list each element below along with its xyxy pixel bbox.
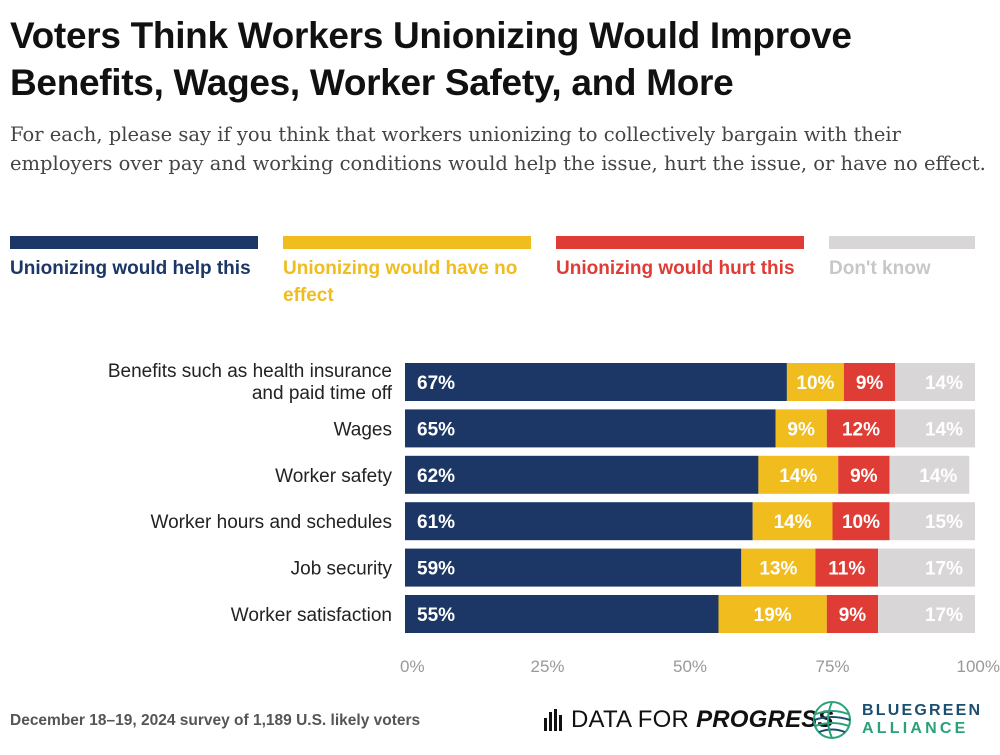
bar-unionizing-would-help-this-wages (405, 409, 776, 448)
dfp-logo-text: DATA FOR (571, 706, 690, 733)
legend-item-help: Unionizing would help this (10, 236, 258, 282)
data-label-don-t-know-benefits-such-as-health-insurance-and-paid-time-off: 14% (925, 373, 963, 394)
data-label-unionizing-would-hurt-this-worker-safety: 9% (850, 466, 878, 487)
category-label-worker-satisfaction: Worker satisfaction (231, 605, 392, 626)
bar-unionizing-would-have-no-effect-worker-safety (758, 455, 839, 494)
legend-swatch-hurt (556, 236, 804, 249)
bar-don-t-know-worker-hours-and-schedules (889, 502, 975, 541)
data-label-unionizing-would-hurt-this-worker-hours-and-schedules: 10% (842, 512, 880, 533)
data-label-unionizing-would-help-this-job-security: 59% (417, 559, 455, 580)
legend-swatch-help (10, 236, 258, 249)
data-label-unionizing-would-help-this-worker-hours-and-schedules: 61% (417, 512, 455, 533)
stacked-bar-chart: Benefits such as health insurance and pai… (108, 361, 1000, 676)
data-for-progress-logo: DATA FOR PROGRESS (543, 706, 834, 734)
bar-unionizing-would-help-this-job-security (405, 548, 742, 587)
globe-icon (813, 701, 851, 739)
legend-item-dont-know: Don't know (829, 236, 975, 282)
legend-item-no-effect: Unionizing would have no effect (283, 236, 531, 309)
data-label-don-t-know-worker-hours-and-schedules: 15% (925, 512, 963, 533)
bar-unionizing-would-hurt-this-job-security (815, 548, 879, 587)
category-label-worker-hours-and-schedules: Worker hours and schedules (151, 512, 393, 533)
category-label-worker-safety: Worker safety (275, 466, 392, 487)
legend-swatch-no-effect (283, 236, 531, 249)
legend-item-hurt: Unionizing would hurt this (556, 236, 804, 282)
bar-unionizing-would-hurt-this-benefits-such-as-health-insurance-and-paid-time-off (843, 363, 896, 401)
data-label-unionizing-would-have-no-effect-worker-satisfaction: 19% (754, 605, 792, 626)
data-label-unionizing-would-hurt-this-benefits-such-as-health-insurance-and-paid-time-off: 9% (856, 373, 884, 394)
bar-unionizing-would-help-this-worker-satisfaction (405, 595, 719, 633)
bar-unionizing-would-hurt-this-wages (826, 409, 896, 448)
legend-label-hurt: Unionizing would hurt this (556, 258, 795, 279)
data-label-don-t-know-job-security: 17% (925, 559, 963, 580)
data-label-unionizing-would-help-this-worker-satisfaction: 55% (417, 605, 455, 626)
data-label-unionizing-would-have-no-effect-benefits-such-as-health-insurance-and-paid-time-off: 10% (796, 373, 834, 394)
x-tick-label-100: 100% (957, 657, 1000, 676)
data-label-don-t-know-worker-satisfaction: 17% (925, 605, 963, 626)
category-label-wages: Wages (334, 419, 392, 440)
bga-logo-line2: ALLIANCE (862, 720, 969, 737)
legend-label-no-effect: Unionizing would have no effect (283, 258, 518, 306)
bar-unionizing-would-help-this-benefits-such-as-health-insurance-and-paid-time-off (405, 363, 787, 401)
bar-unionizing-would-help-this-worker-safety (405, 455, 759, 494)
bar-unionizing-would-have-no-effect-job-security (741, 548, 816, 587)
bar-unionizing-would-have-no-effect-worker-satisfaction (718, 595, 827, 633)
bar-unionizing-would-have-no-effect-wages (775, 409, 827, 448)
x-tick-label-0: 0% (400, 657, 425, 676)
bar-don-t-know-wages (895, 409, 975, 448)
chart-title: Voters Think Workers Unionizing Would Im… (10, 15, 852, 103)
data-label-unionizing-would-have-no-effect-wages: 9% (787, 419, 815, 440)
data-label-unionizing-would-have-no-effect-job-security: 13% (759, 559, 797, 580)
data-label-unionizing-would-hurt-this-wages: 12% (842, 419, 880, 440)
bar-don-t-know-worker-satisfaction (878, 595, 975, 633)
bar-don-t-know-benefits-such-as-health-insurance-and-paid-time-off (895, 363, 975, 401)
bar-unionizing-would-help-this-worker-hours-and-schedules (405, 502, 753, 541)
bar-don-t-know-job-security (878, 548, 975, 587)
chart-subtitle: For each, please say if you think that w… (10, 123, 986, 175)
category-label-job-security: Job security (291, 559, 393, 580)
bga-logo-line1: BLUEGREEN (862, 702, 983, 719)
x-tick-label-50: 50% (673, 657, 707, 676)
bar-unionizing-would-hurt-this-worker-hours-and-schedules (832, 502, 890, 541)
data-label-unionizing-would-help-this-worker-safety: 62% (417, 466, 455, 487)
data-label-unionizing-would-hurt-this-worker-satisfaction: 9% (839, 605, 867, 626)
bar-chart-icon (544, 709, 562, 731)
bar-don-t-know-worker-safety (889, 455, 970, 494)
bar-unionizing-would-hurt-this-worker-satisfaction (826, 595, 879, 633)
data-label-don-t-know-worker-safety: 14% (919, 466, 957, 487)
bluegreen-alliance-logo: BLUEGREEN ALLIANCE (812, 700, 982, 740)
data-label-unionizing-would-help-this-wages: 65% (417, 419, 455, 440)
data-label-unionizing-would-hurt-this-job-security: 11% (828, 559, 865, 580)
x-tick-label-25: 25% (530, 657, 564, 676)
bar-unionizing-would-hurt-this-worker-safety (838, 455, 890, 494)
legend-label-dont-know: Don't know (829, 258, 931, 279)
bar-unionizing-would-have-no-effect-worker-hours-and-schedules (752, 502, 833, 541)
data-label-unionizing-would-have-no-effect-worker-hours-and-schedules: 14% (774, 512, 812, 533)
survey-note: December 18–19, 2024 survey of 1,189 U.S… (10, 712, 421, 729)
data-label-unionizing-would-help-this-benefits-such-as-health-insurance-and-paid-time-off: 67% (417, 373, 455, 394)
dfp-logo-text-strong: PROGRESS (696, 706, 834, 733)
data-label-unionizing-would-have-no-effect-worker-safety: 14% (779, 466, 817, 487)
data-label-don-t-know-wages: 14% (925, 419, 963, 440)
legend-swatch-dont-know (829, 236, 975, 249)
category-label-benefits-such-as-health-insurance-and-paid-time-off: Benefits such as health insurance and pai… (108, 361, 393, 404)
legend-label-help: Unionizing would help this (10, 258, 251, 279)
bar-unionizing-would-have-no-effect-benefits-such-as-health-insurance-and-paid-time-off (786, 363, 844, 401)
x-tick-label-75: 75% (815, 657, 849, 676)
